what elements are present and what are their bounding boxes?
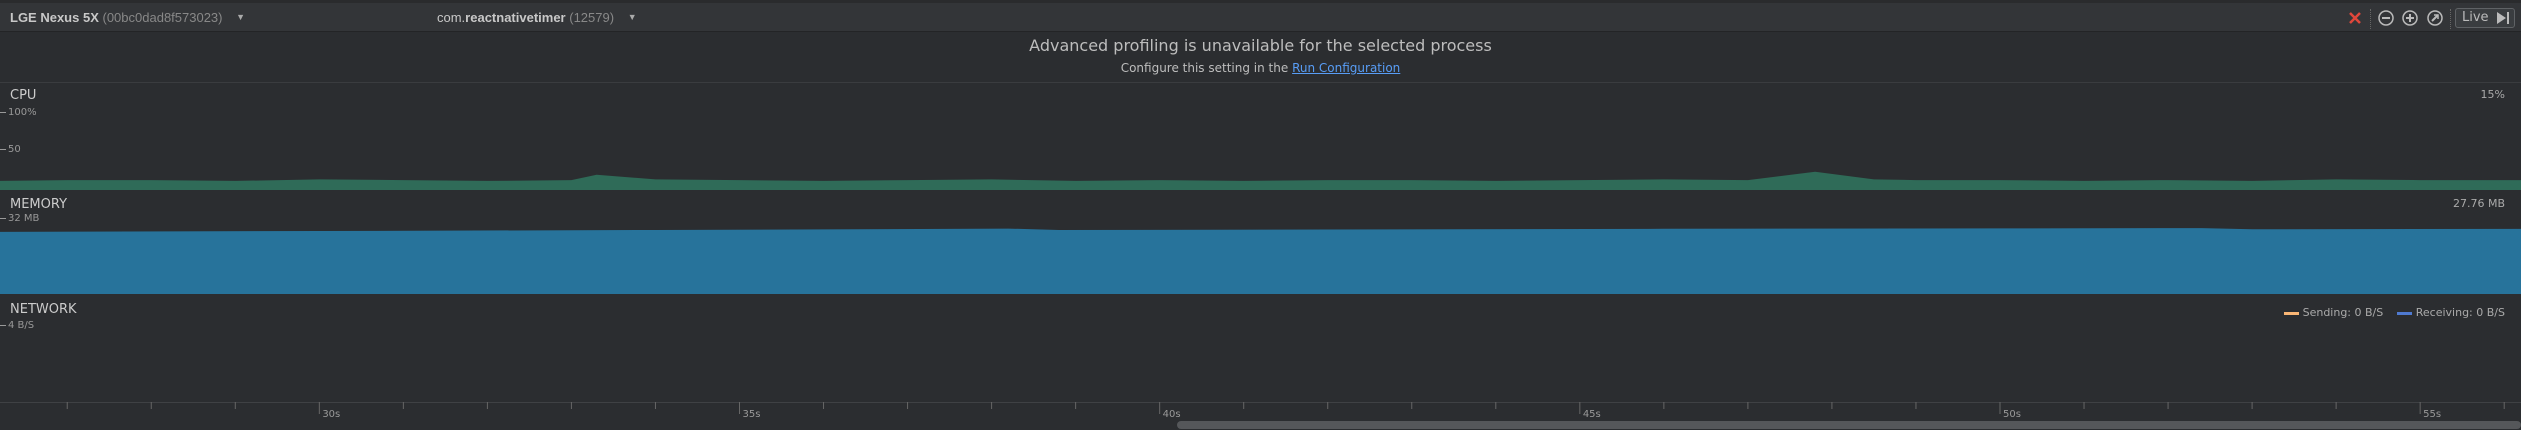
receiving-swatch (2396, 311, 2412, 315)
cpu-tick-50: 50 (0, 144, 21, 156)
cpu-usage-area (0, 171, 2521, 190)
process-dropdown-chevron-down-icon[interactable]: ▼ (627, 12, 637, 22)
banner-subtitle: Configure this setting in the Run Config… (1120, 61, 1401, 75)
timeline-scrollbar[interactable] (1177, 421, 2521, 429)
network-tick-4bs: 4 B/S (0, 320, 34, 332)
close-x-icon[interactable] (2346, 9, 2364, 27)
live-button[interactable]: Live (2455, 8, 2515, 28)
legend-sending: Sending: 0 B/S (2302, 306, 2384, 319)
device-selector[interactable]: LGE Nexus 5X (00bc0dad8f573023) ▼ (10, 10, 246, 25)
memory-chart[interactable] (0, 192, 2521, 302)
cpu-tick-100: 100% (0, 107, 37, 119)
time-tick-label: 35s (742, 409, 760, 420)
network-legend: Sending: 0 B/S Receiving: 0 B/S (2274, 306, 2505, 319)
cpu-current-value: 15% (2480, 88, 2505, 101)
process-selector[interactable]: com.reactnativetimer (12579) ▼ (437, 10, 637, 25)
time-tick-label: 30s (322, 409, 340, 420)
time-tick-label: 45s (1583, 409, 1601, 420)
profiler-toolbar: LGE Nexus 5X (00bc0dad8f573023) ▼ com.re… (0, 0, 2521, 32)
legend-receiving: Receiving: 0 B/S (2415, 306, 2505, 319)
reset-zoom-icon[interactable] (2426, 9, 2444, 27)
time-tick-label: 55s (2423, 409, 2441, 420)
time-axis-line (0, 402, 2521, 403)
network-label[interactable]: NETWORK (10, 302, 77, 317)
zoom-out-icon[interactable] (2377, 9, 2395, 27)
memory-label[interactable]: MEMORY (10, 197, 68, 212)
time-tick-label: 50s (2003, 409, 2021, 420)
time-tick-label: 40s (1163, 409, 1181, 420)
memory-current-value: 27.76 MB (2452, 197, 2505, 210)
advanced-profiling-banner: Advanced profiling is unavailable for th… (0, 32, 2521, 83)
device-dropdown-chevron-down-icon[interactable]: ▼ (236, 12, 246, 22)
memory-tick-32mb: 32 MB (0, 213, 39, 225)
cpu-label[interactable]: CPU (10, 88, 37, 103)
memory-usage-area (0, 228, 2521, 294)
cpu-chart[interactable] (0, 82, 2521, 192)
toolbar-divider (2450, 9, 2451, 29)
time-axis: 30s 35s 40s 45s 50s 55s (66, 402, 2505, 420)
toolbar-divider (2370, 9, 2371, 29)
sending-swatch (2283, 311, 2299, 315)
run-configuration-link[interactable]: Run Configuration (1292, 61, 1401, 75)
zoom-in-icon[interactable] (2401, 9, 2419, 27)
banner-title: Advanced profiling is unavailable for th… (1029, 36, 1492, 55)
go-live-icon (2497, 12, 2509, 24)
